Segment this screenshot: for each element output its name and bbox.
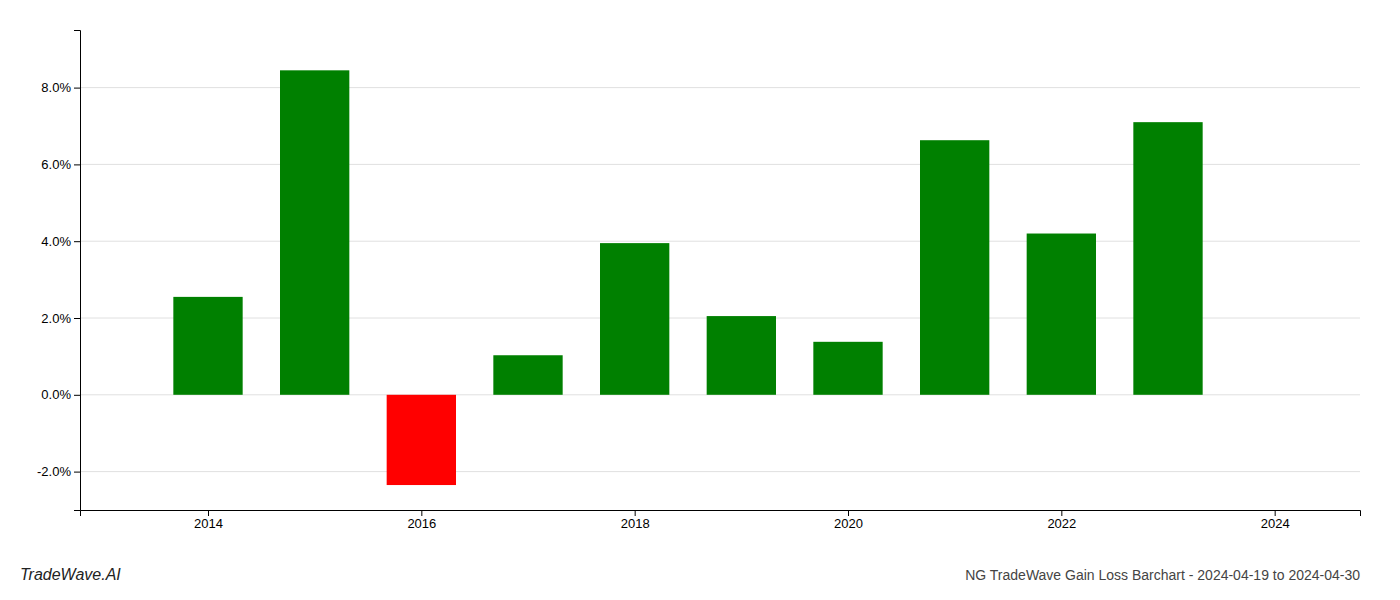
- annotation: TradeWave.AI: [20, 566, 121, 583]
- x-tick-label: 2024: [1261, 516, 1290, 531]
- y-tick: 8.0%: [41, 80, 80, 95]
- y-tick-mark: [74, 472, 80, 473]
- x-tick-label: 2014: [194, 516, 223, 531]
- bar: [600, 243, 669, 395]
- x-tick-mark: [635, 510, 636, 516]
- x-tick: 2024: [1261, 510, 1290, 531]
- x-tick-label: 2018: [621, 516, 650, 531]
- y-tick: 2.0%: [41, 311, 80, 326]
- title: NG TradeWave Gain Loss Barchart - 2024-0…: [965, 567, 1360, 583]
- bar: [173, 297, 242, 395]
- y-tick: -2.0%: [37, 464, 80, 479]
- y-tick-mark: [74, 88, 80, 89]
- bar: [707, 316, 776, 395]
- y-tick-label: 4.0%: [41, 234, 71, 249]
- y-tick: 4.0%: [41, 234, 80, 249]
- x-tick-label: 2020: [834, 516, 863, 531]
- x-tick-mark: [208, 510, 209, 516]
- x-tick-label: 2016: [407, 516, 436, 531]
- y-tick-mark: [74, 318, 80, 319]
- x-tick: 2016: [407, 510, 436, 531]
- chart: -2.0% 0.0% 2.0% 4.0% 6.0% 8.0% 2014 2016 2018 202…: [0, 0, 1400, 600]
- x-tick: 2020: [834, 510, 863, 531]
- x-tick: 2022: [1047, 510, 1076, 531]
- x-tick-mark: [1061, 510, 1062, 516]
- y-tick-label: -2.0%: [37, 464, 71, 479]
- x-tick-mark: [1275, 510, 1276, 516]
- x-axis: 2014 2016 2018 2020 2022 2024: [81, 510, 1361, 531]
- bar: [813, 342, 882, 395]
- x-tick: 2014: [194, 510, 223, 531]
- x-tick-label: 2022: [1047, 516, 1076, 531]
- y-axis-line: [74, 31, 81, 511]
- grid: [80, 88, 1360, 472]
- y-tick-mark: [74, 241, 80, 242]
- y-axis: -2.0% 0.0% 2.0% 4.0% 6.0% 8.0%: [37, 31, 80, 511]
- bar: [387, 395, 456, 485]
- y-tick-label: 6.0%: [41, 157, 71, 172]
- bar: [1133, 122, 1202, 395]
- x-tick-mark: [848, 510, 849, 516]
- bar: [493, 355, 562, 395]
- y-tick-label: 8.0%: [41, 80, 71, 95]
- y-tick: 6.0%: [41, 157, 80, 172]
- bar: [920, 140, 989, 395]
- bar: [1027, 234, 1096, 395]
- y-tick-mark: [74, 395, 80, 396]
- bar: [280, 70, 349, 394]
- grid-line: [80, 87, 1360, 88]
- y-tick-label: 2.0%: [41, 311, 71, 326]
- grid-line: [80, 471, 1360, 472]
- y-tick-label: 0.0%: [41, 387, 71, 402]
- bars: [173, 70, 1202, 485]
- y-tick: 0.0%: [41, 387, 80, 402]
- x-tick-mark: [421, 510, 422, 516]
- y-tick-mark: [74, 164, 80, 165]
- plot-area: -2.0% 0.0% 2.0% 4.0% 6.0% 8.0% 2014 2016 2018 202…: [37, 31, 1360, 532]
- x-tick: 2018: [621, 510, 650, 531]
- x-axis-line: [81, 511, 1361, 517]
